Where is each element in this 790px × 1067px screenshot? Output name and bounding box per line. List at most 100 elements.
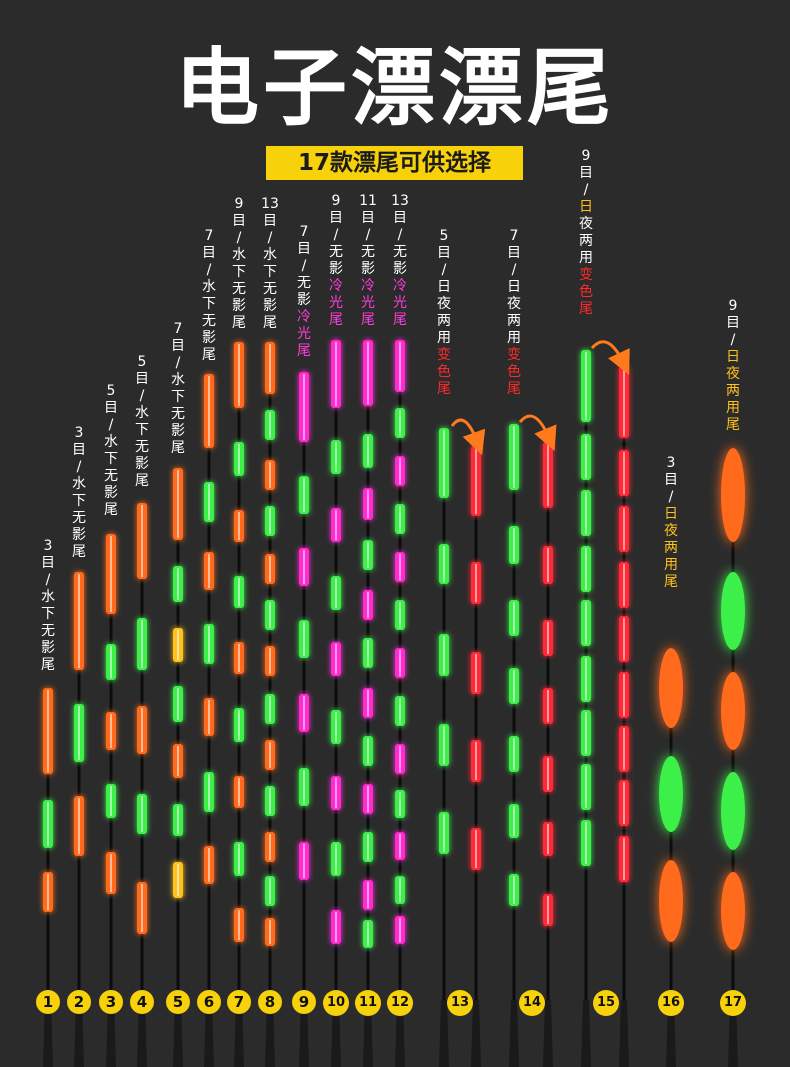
float-label-6: 7 目 / 水下无影尾 <box>199 228 219 364</box>
label-char: 夜 <box>726 366 740 382</box>
float-number-badge-12: 12 <box>387 990 413 1016</box>
segment-highlight <box>110 536 112 612</box>
label-char: 尾 <box>361 312 375 328</box>
segment-highlight <box>335 510 337 540</box>
float-number-badge-3: 3 <box>99 990 123 1014</box>
segment-highlight <box>399 918 401 942</box>
segment-highlight <box>513 528 515 562</box>
label-char: / <box>511 262 517 278</box>
float-label-10: 9 目 / 无影冷光尾 <box>326 193 346 329</box>
label-char: 影 <box>41 640 55 656</box>
segment-highlight <box>399 602 401 628</box>
segment-highlight <box>208 554 210 588</box>
float-number-badge-15: 15 <box>593 990 619 1016</box>
segment-highlight <box>269 834 271 860</box>
label-char: 水 <box>41 589 55 605</box>
label-char: 7 <box>299 224 309 240</box>
segment-highlight <box>335 578 337 608</box>
float-label-14: 7 目 / 日夜两用变色尾 <box>504 228 524 398</box>
label-char: 5 <box>439 228 449 244</box>
segment-highlight <box>269 648 271 674</box>
segment-highlight <box>585 712 587 754</box>
label-char: 7 <box>173 321 183 337</box>
float-body-14 <box>509 1000 519 1067</box>
segment-highlight <box>443 814 445 852</box>
label-char: 9 <box>581 148 591 164</box>
float-body-16 <box>666 1000 676 1067</box>
segment-highlight <box>269 602 271 628</box>
segment-highlight <box>399 458 401 484</box>
label-char: 影 <box>361 261 375 277</box>
label-char: 色 <box>437 364 451 380</box>
light-segment-16-0 <box>659 648 683 728</box>
float-number-badge-10: 10 <box>323 990 349 1016</box>
segment-highlight <box>78 706 80 760</box>
segment-highlight <box>335 912 337 942</box>
label-char: 影 <box>135 456 149 472</box>
segment-highlight <box>513 670 515 702</box>
segment-highlight <box>269 696 271 722</box>
label-char: / <box>108 417 114 433</box>
segment-highlight <box>303 374 305 440</box>
segment-highlight <box>475 448 477 514</box>
float-number-badge-9: 9 <box>292 990 316 1014</box>
segment-highlight <box>269 556 271 582</box>
label-char: 无 <box>361 244 375 260</box>
segment-highlight <box>585 822 587 864</box>
segment-highlight <box>399 554 401 580</box>
segment-highlight <box>367 342 369 404</box>
light-segment-17-0 <box>721 448 745 542</box>
color-change-arrow-15 <box>590 340 630 375</box>
label-char: 目 <box>202 245 216 261</box>
label-char: 3 <box>666 455 676 471</box>
segment-highlight <box>141 796 143 832</box>
label-char: 水 <box>72 476 86 492</box>
label-char: 下 <box>41 606 55 622</box>
segment-highlight <box>367 882 369 908</box>
float-number-badge-8: 8 <box>258 990 282 1014</box>
label-char: 日 <box>726 349 740 365</box>
label-char: 影 <box>297 292 311 308</box>
float-body-17 <box>728 1000 738 1067</box>
label-char: 下 <box>135 422 149 438</box>
label-char: 尾 <box>171 440 185 456</box>
label-char: 目 <box>135 371 149 387</box>
label-char: 下 <box>263 264 277 280</box>
segment-highlight <box>399 410 401 436</box>
segment-highlight <box>78 574 80 668</box>
light-segment-16-1 <box>659 756 683 832</box>
label-char: 7 <box>509 228 519 244</box>
segment-highlight <box>269 462 271 488</box>
segment-highlight <box>513 602 515 634</box>
segment-highlight <box>335 442 337 472</box>
segment-highlight <box>475 564 477 602</box>
segment-highlight <box>141 620 143 668</box>
label-char: 目 <box>104 400 118 416</box>
label-char: 水 <box>104 434 118 450</box>
label-char: 尾 <box>579 301 593 317</box>
segment-highlight <box>367 592 369 618</box>
label-char: 影 <box>171 423 185 439</box>
float-body-10 <box>331 1000 341 1067</box>
float-body-7 <box>234 1000 244 1067</box>
segment-highlight <box>177 568 179 600</box>
segment-highlight <box>399 698 401 724</box>
label-char: 目 <box>41 555 55 571</box>
label-char: 无 <box>393 244 407 260</box>
label-char: / <box>76 459 82 475</box>
segment-highlight <box>367 834 369 860</box>
color-change-arrow-14 <box>518 414 557 452</box>
label-char: 目 <box>232 213 246 229</box>
float-body-15 <box>581 1000 591 1067</box>
label-char: 无 <box>297 275 311 291</box>
segment-highlight <box>443 636 445 674</box>
label-char: 7 <box>204 228 214 244</box>
label-char: 影 <box>393 261 407 277</box>
label-char: / <box>175 355 181 371</box>
label-char: 水 <box>202 279 216 295</box>
label-char: / <box>267 230 273 246</box>
segment-highlight <box>367 640 369 666</box>
label-char: 目 <box>361 210 375 226</box>
label-char: 两 <box>726 383 740 399</box>
float-number-badge-13: 13 <box>447 990 473 1016</box>
